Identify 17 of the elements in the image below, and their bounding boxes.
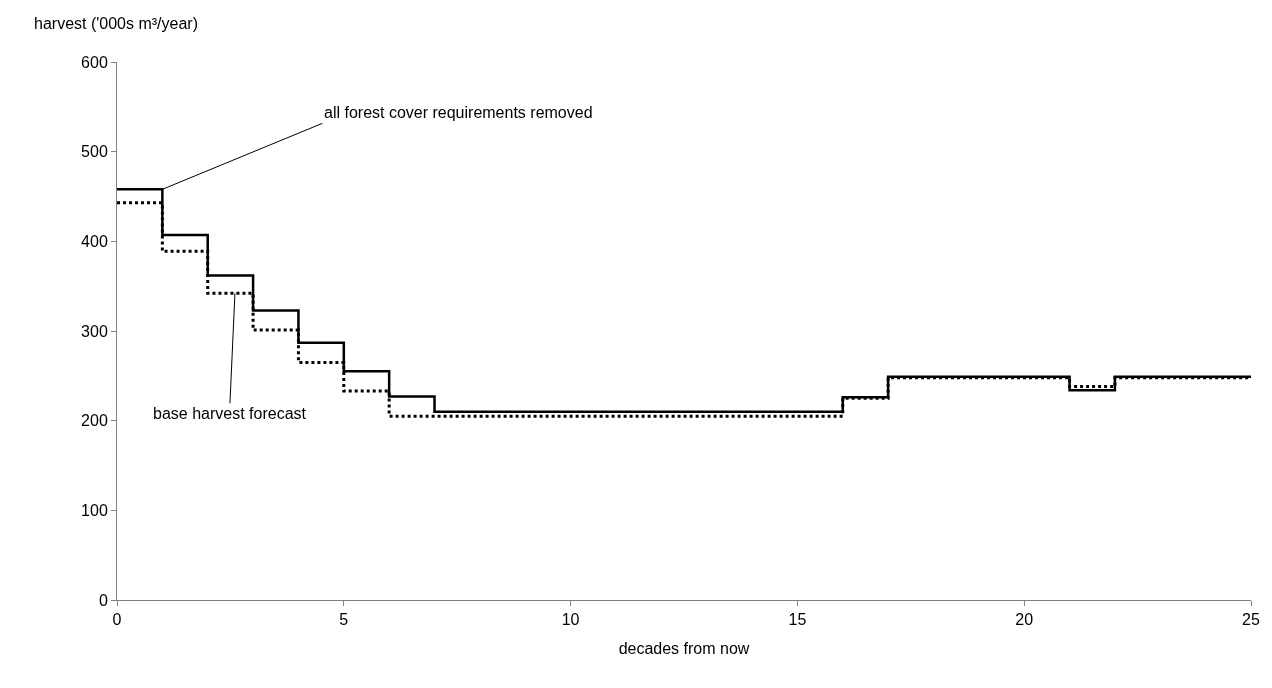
y-tick-label: 300 — [81, 322, 108, 340]
x-tick-label: 25 — [1242, 611, 1260, 629]
y-tick-label: 200 — [81, 412, 108, 430]
x-tick-label: 5 — [339, 611, 349, 629]
y-tick-label: 400 — [81, 232, 108, 250]
x-tick-label: 10 — [561, 611, 580, 629]
annotation: base harvest forecast — [153, 405, 307, 422]
y-axis-title: harvest ('000s m³/year) — [34, 15, 198, 32]
x-tick-label: 20 — [1015, 611, 1034, 629]
x-axis-title: decades from now — [618, 639, 750, 657]
annotation: all forest cover requirements removed — [324, 104, 593, 121]
y-tick-label: 0 — [98, 591, 108, 609]
y-tick-label: 100 — [81, 501, 108, 519]
y-tick-label: 600 — [81, 53, 108, 71]
y-tick-label: 500 — [81, 143, 108, 161]
x-tick-label: 15 — [788, 611, 807, 629]
x-tick-label: 0 — [112, 611, 122, 629]
